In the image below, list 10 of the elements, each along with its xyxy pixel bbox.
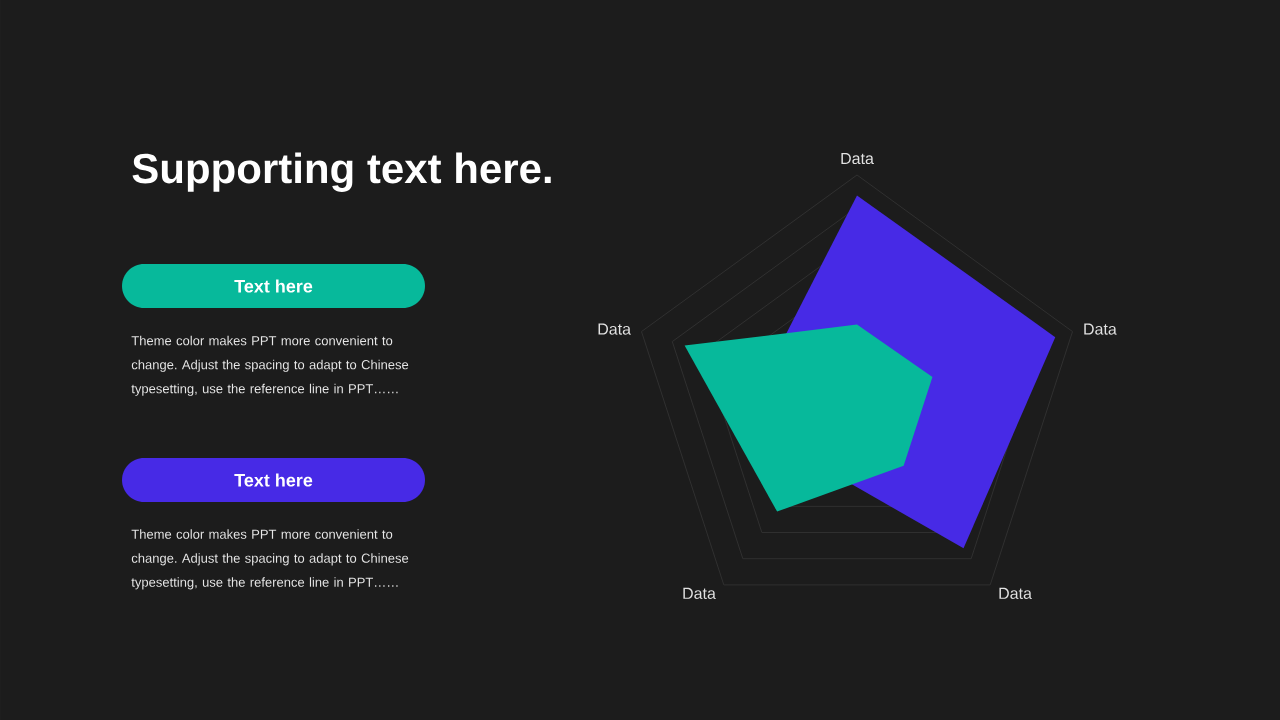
spoke-label: Data — [1084, 323, 1117, 335]
text: Text here — [234, 473, 313, 487]
spoke-label: Data — [999, 587, 1032, 600]
text: Theme color makes PPT more convenient to change. Adjust the spacing to adapt to Chinese typesetting, use the reference line in PPT…… — [131, 529, 409, 590]
spoke-label: Data — [683, 587, 716, 600]
spoke-label: Data — [841, 152, 874, 165]
text: Text here — [234, 279, 313, 293]
text: Theme color makes PPT more convenient to change. Adjust the spacing to adapt to Chinese typesetting, use the reference line in PPT…… — [131, 335, 409, 396]
spoke-label: Data — [598, 323, 632, 335]
chart-title: Supporting text here. — [132, 152, 551, 192]
